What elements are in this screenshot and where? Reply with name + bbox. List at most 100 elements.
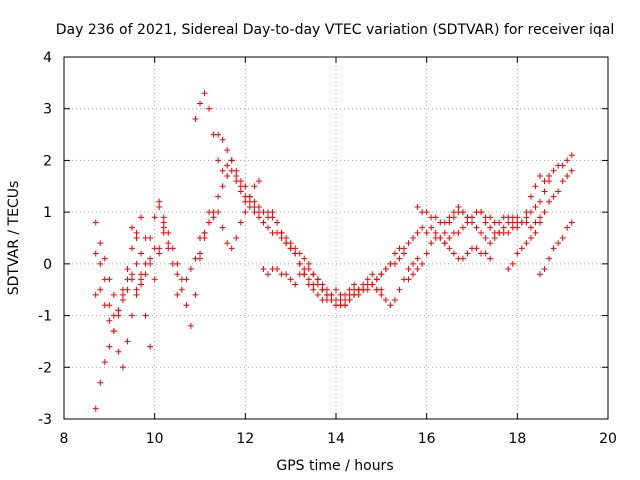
series-s17 — [537, 219, 575, 278]
data-point — [527, 235, 534, 241]
data-point — [482, 250, 489, 257]
data-point — [283, 271, 290, 278]
data-point — [133, 229, 140, 236]
data-point — [382, 266, 389, 273]
data-point — [219, 136, 226, 143]
data-point — [459, 255, 466, 262]
data-point — [550, 193, 557, 200]
data-point — [133, 286, 140, 293]
data-point — [156, 203, 163, 210]
data-point — [138, 250, 145, 257]
data-point — [192, 255, 199, 262]
data-point — [428, 224, 435, 231]
data-point — [514, 250, 521, 257]
data-point — [459, 224, 466, 231]
series-s10 — [197, 178, 262, 252]
data-point — [459, 209, 466, 216]
data-point — [210, 214, 217, 221]
data-point — [541, 209, 548, 216]
data-point — [487, 214, 494, 221]
data-point — [133, 291, 140, 298]
x-axis-label: GPS time / hours — [276, 458, 393, 474]
data-point — [228, 157, 235, 164]
data-point — [469, 219, 475, 226]
data-point — [124, 338, 131, 345]
data-point — [138, 214, 145, 221]
data-point — [92, 291, 99, 298]
data-point — [224, 172, 231, 179]
data-point — [106, 343, 113, 350]
data-point — [541, 266, 548, 273]
data-point — [197, 100, 203, 107]
y-tick-label: 4 — [43, 50, 52, 66]
data-point — [482, 219, 489, 226]
data-point — [119, 297, 126, 304]
data-point — [251, 198, 258, 205]
data-point — [541, 178, 548, 185]
data-point — [369, 281, 376, 288]
data-point — [147, 260, 154, 267]
series-s14 — [414, 152, 575, 231]
data-point — [314, 291, 321, 298]
data-point — [292, 281, 299, 288]
data-point — [101, 359, 108, 366]
data-point — [378, 271, 385, 278]
data-point — [224, 162, 231, 169]
data-point — [278, 235, 285, 241]
data-point — [464, 250, 471, 257]
data-point — [391, 297, 398, 304]
data-point — [410, 271, 417, 278]
data-point — [305, 276, 312, 283]
data-point — [446, 235, 453, 241]
data-point — [160, 219, 167, 226]
data-point — [559, 162, 566, 169]
data-point — [323, 291, 330, 298]
data-point — [437, 235, 444, 241]
data-point — [455, 229, 462, 236]
data-point — [423, 229, 430, 236]
data-point — [110, 328, 117, 335]
series-s11 — [260, 266, 385, 309]
data-point — [532, 183, 539, 190]
data-point — [187, 322, 194, 329]
data-point — [373, 276, 380, 283]
data-point — [391, 250, 398, 257]
data-point — [446, 214, 453, 221]
data-point — [509, 224, 516, 231]
data-point — [541, 188, 548, 195]
data-point — [224, 240, 231, 247]
data-point — [233, 172, 240, 179]
data-point — [419, 260, 426, 267]
data-point — [564, 224, 571, 231]
data-point — [174, 260, 181, 267]
data-point — [568, 219, 575, 226]
data-point — [215, 209, 222, 216]
data-point — [568, 167, 575, 174]
y-tick-label: 1 — [43, 205, 52, 221]
data-point — [156, 250, 163, 257]
data-point — [537, 219, 543, 226]
data-point — [174, 291, 181, 298]
data-point — [274, 229, 281, 236]
data-point — [192, 116, 199, 123]
data-point — [197, 250, 203, 257]
data-point — [255, 209, 262, 216]
data-point — [169, 245, 176, 252]
data-point — [450, 209, 457, 216]
data-point — [441, 240, 448, 247]
data-point — [178, 286, 185, 293]
data-point — [546, 172, 553, 179]
data-point — [138, 271, 145, 278]
data-point — [564, 172, 571, 179]
data-point — [206, 219, 213, 226]
data-point — [487, 240, 494, 247]
data-point — [487, 255, 494, 262]
data-point — [505, 214, 512, 221]
x-tick-label: 16 — [418, 431, 436, 447]
data-point — [106, 276, 113, 283]
data-point — [201, 229, 208, 236]
x-tick-label: 18 — [508, 431, 526, 447]
data-point — [555, 188, 562, 195]
data-point — [505, 229, 512, 236]
